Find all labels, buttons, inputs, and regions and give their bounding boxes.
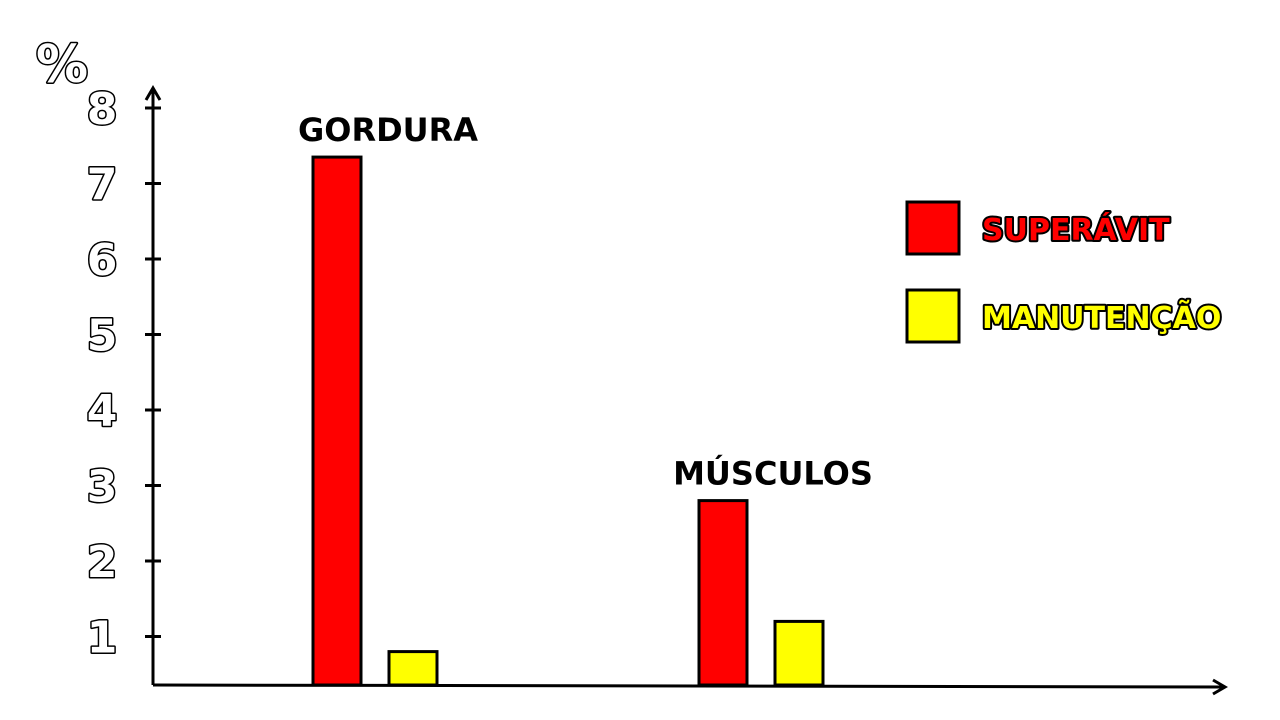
legend-label: SUPERÁVIT <box>982 212 1170 248</box>
y-tick-label: 3 <box>87 462 118 513</box>
y-tick-label: 4 <box>87 386 118 437</box>
y-tick-label: 6 <box>87 235 118 286</box>
y-axis-arrow <box>144 85 162 101</box>
y-tick-label: 5 <box>87 311 118 362</box>
x-axis-arrow <box>1212 678 1228 696</box>
category-label: MÚSCULOS <box>673 454 873 493</box>
y-tick-label: 7 <box>87 160 118 211</box>
y-tick-label: 1 <box>87 613 118 664</box>
bars <box>311 155 825 687</box>
y-tick-label: 8 <box>87 84 118 135</box>
legend-label: MANUTENÇÃO <box>982 299 1221 336</box>
axes <box>144 85 1228 696</box>
bar <box>311 155 363 687</box>
bar <box>387 650 439 687</box>
legend-swatch <box>905 200 961 256</box>
y-tick-label: 2 <box>87 537 118 588</box>
legend: SUPERÁVIT MANUTENÇÃO <box>905 200 1223 344</box>
legend-swatch <box>905 288 961 344</box>
y-axis-label: % <box>36 35 88 95</box>
bar <box>697 499 749 687</box>
bar <box>773 619 825 687</box>
category-label: GORDURA <box>298 111 478 149</box>
category-labels: GORDURA MÚSCULOS <box>298 111 873 493</box>
y-axis-ticks: 1 2 3 4 5 6 7 8 <box>85 83 161 665</box>
